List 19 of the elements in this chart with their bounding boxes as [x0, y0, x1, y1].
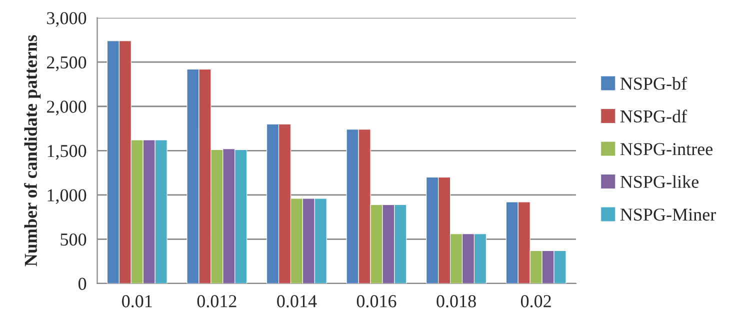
legend-label: NSPG-bf	[620, 76, 688, 90]
y-tick-label: 2,500	[46, 56, 86, 72]
y-tick-label: 2,000	[46, 100, 86, 116]
y-tick-label: 0	[78, 278, 86, 290]
x-tick-label: 0.012	[197, 295, 236, 308]
legend-label: NSPG-Miner	[620, 208, 716, 221]
x-tick-label: 0.016	[356, 295, 396, 308]
x-tick-label: 0.02	[520, 295, 551, 308]
y-tick-label: 500	[60, 233, 86, 246]
legend-label: NSPG-intree	[620, 143, 712, 156]
x-tick-label: 0.018	[436, 295, 476, 308]
x-tick-label: 0.01	[122, 295, 152, 308]
x-tick-label: 0.014	[277, 295, 317, 308]
y-axis-title: Number of candidate patterns	[24, 35, 41, 266]
y-tick-label: 1,500	[48, 144, 86, 160]
legend-label: NSPG-like	[620, 175, 698, 188]
y-tick-label: 1,000	[48, 189, 86, 204]
legend-label: NSPG-df	[620, 110, 688, 122]
y-tick-label: 3,000	[47, 12, 86, 27]
